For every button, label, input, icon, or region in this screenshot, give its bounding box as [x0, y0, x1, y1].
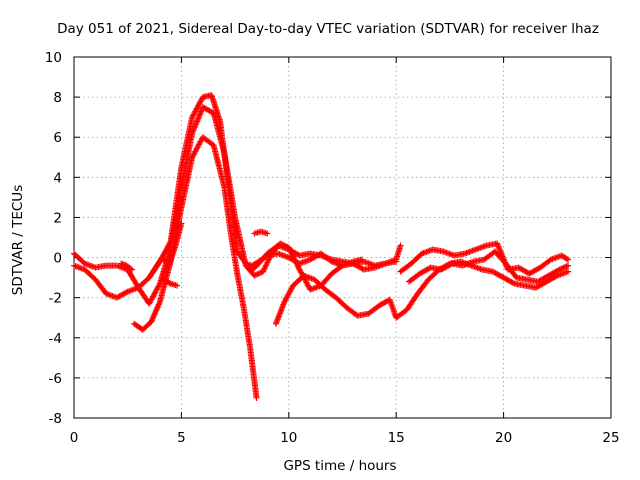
y-tick-label: 4: [53, 170, 62, 186]
point-marker: [253, 394, 260, 401]
y-tick-label: 6: [53, 130, 62, 146]
point-marker: [397, 242, 404, 249]
x-tick-label: 0: [70, 430, 79, 446]
point-marker: [264, 230, 271, 237]
x-tick-label: 15: [388, 430, 405, 446]
x-tick-label: 25: [602, 430, 619, 446]
y-tick-label: -2: [49, 291, 62, 307]
series-track-9: [161, 276, 181, 289]
x-tick-label: 5: [177, 430, 186, 446]
y-tick-label: -4: [49, 331, 62, 347]
point-marker: [565, 268, 572, 275]
point-marker: [123, 289, 130, 296]
point-marker: [178, 220, 185, 227]
y-tick-label: -6: [49, 371, 62, 387]
x-axis-label: GPS time / hours: [283, 458, 396, 474]
series-track-3: [131, 134, 260, 401]
series-track-11: [251, 228, 271, 237]
grid: [74, 57, 611, 418]
y-tick-label: -8: [49, 411, 62, 427]
series-track-10: [118, 260, 135, 273]
axis-ticks: 0 5 10 15 20 25 -8 -6 -4 -2 0 2 4 6 8 10: [45, 50, 620, 446]
point-marker: [563, 255, 570, 262]
point-marker: [128, 266, 135, 273]
series-track-8: [146, 220, 185, 281]
series-track-6: [406, 248, 572, 285]
point-marker: [358, 256, 365, 263]
x-tick-label: 20: [495, 430, 512, 446]
point-marker: [127, 265, 134, 272]
y-tick-label: 2: [53, 210, 62, 226]
y-tick-label: 10: [45, 50, 62, 66]
point-marker: [509, 279, 516, 286]
x-tick-label: 10: [280, 430, 297, 446]
point-marker: [393, 258, 400, 265]
series-track-4: [272, 258, 572, 327]
y-axis-label: SDTVAR / TECUs: [10, 185, 26, 295]
point-marker: [565, 262, 572, 269]
data-marks: [71, 92, 572, 401]
series-track-7: [242, 240, 365, 293]
point-marker: [166, 279, 173, 286]
y-tick-label: 0: [53, 251, 62, 267]
point-marker: [174, 282, 181, 289]
plot-frame: [73, 56, 612, 419]
chart-title: Day 051 of 2021, Sidereal Day-to-day VTE…: [57, 21, 599, 37]
point-marker: [565, 256, 572, 263]
y-tick-label: 8: [53, 90, 62, 106]
